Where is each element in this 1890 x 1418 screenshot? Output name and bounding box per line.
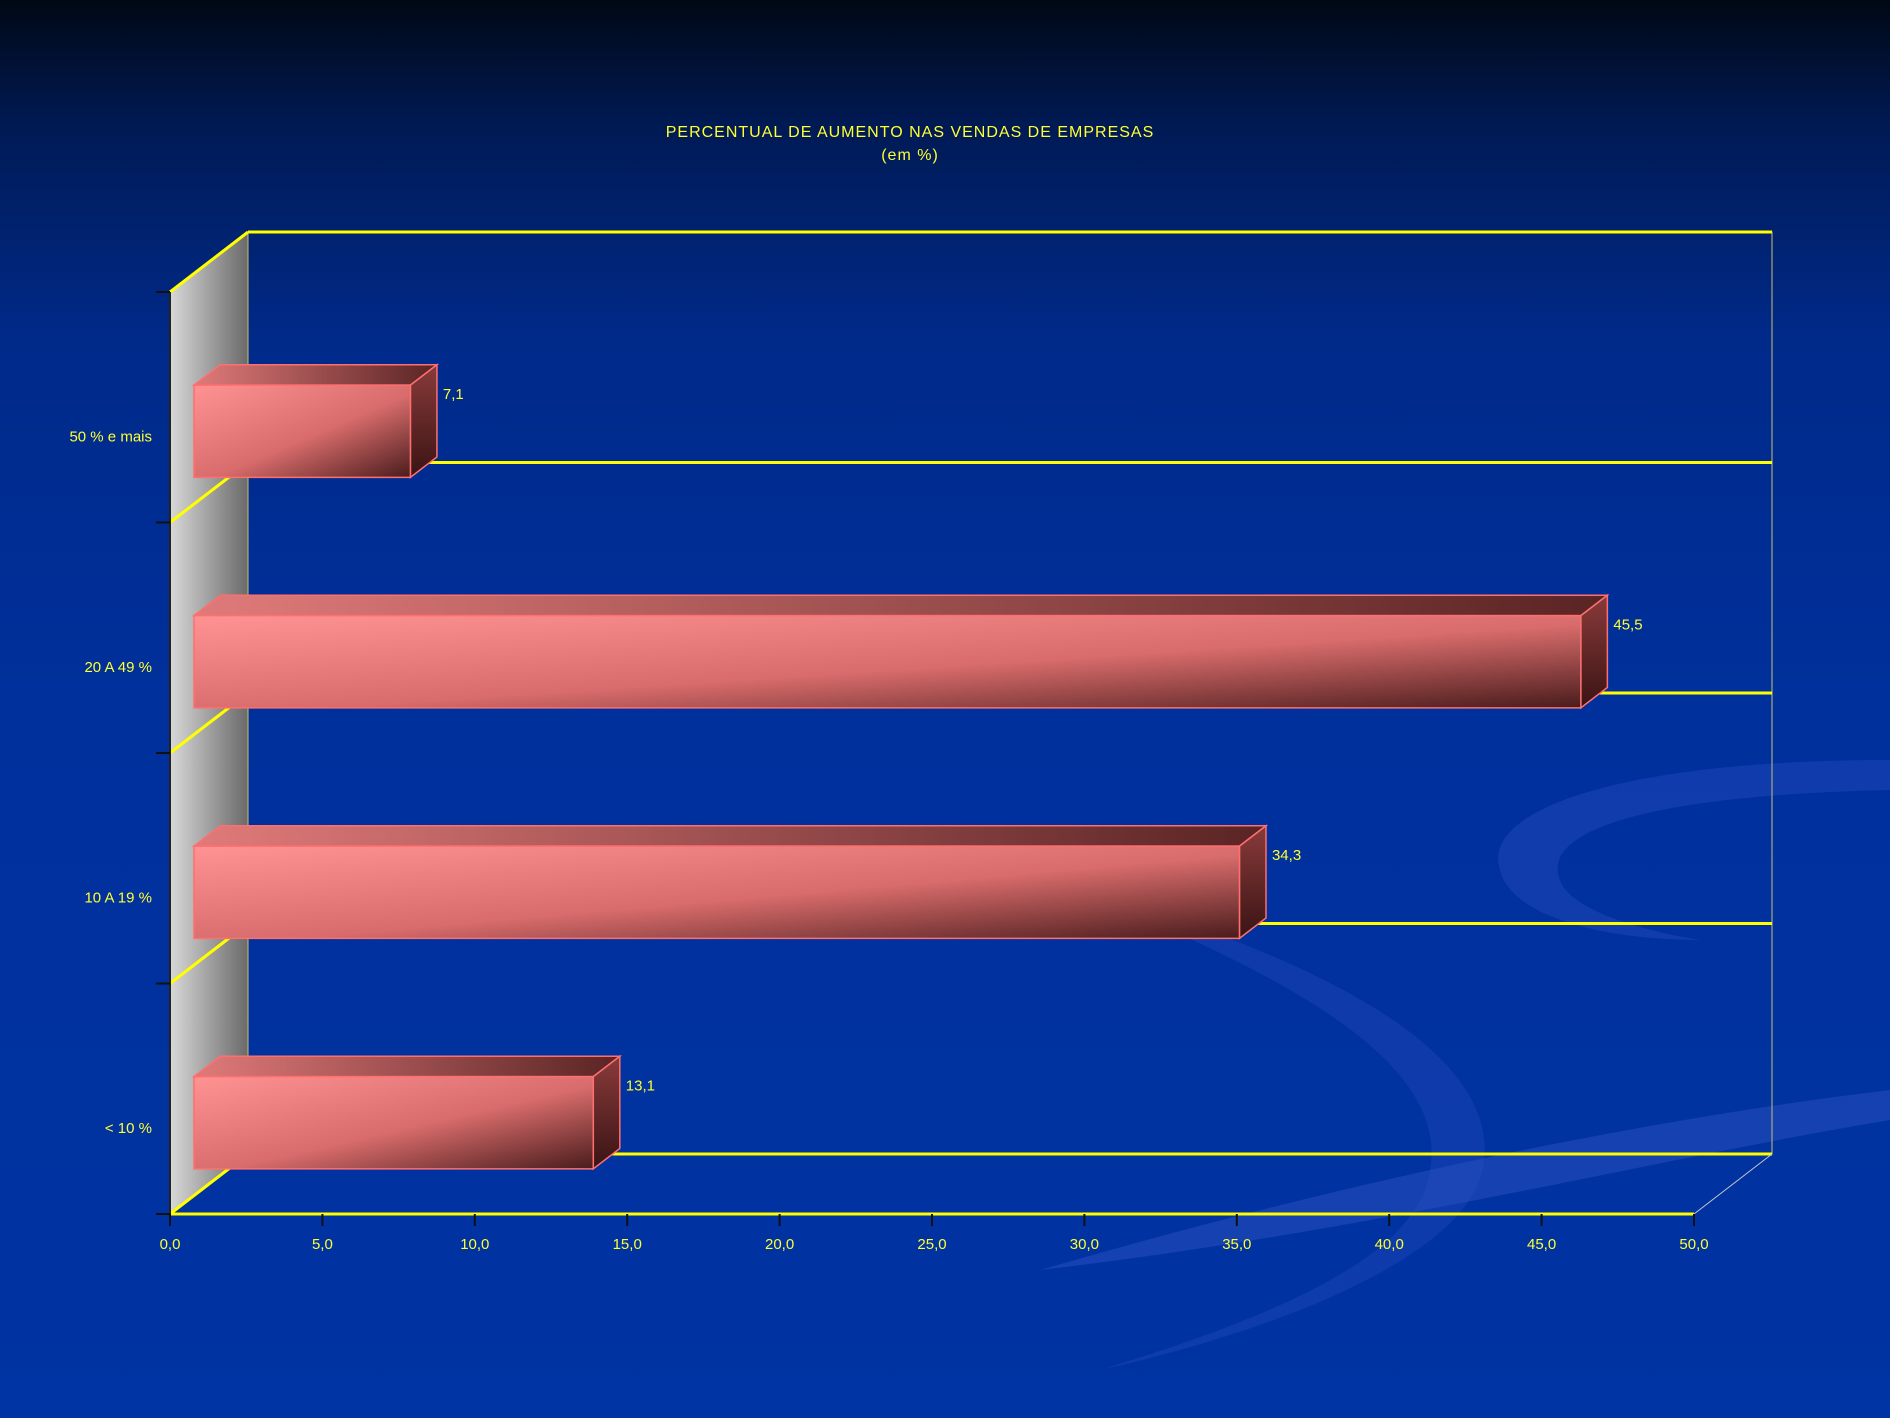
data-label: 34,3 bbox=[1272, 847, 1301, 864]
bar-top-face bbox=[191, 1055, 623, 1078]
x-tick-label: 30,0 bbox=[1070, 1236, 1099, 1253]
gridline-wall bbox=[169, 230, 249, 294]
bar bbox=[193, 1075, 595, 1170]
bar-top-face bbox=[191, 825, 1269, 847]
x-tick-label: 25,0 bbox=[917, 1236, 946, 1253]
bar-side-face bbox=[592, 1054, 621, 1171]
floor-right-edge bbox=[1693, 1153, 1773, 1215]
category-label: 50 % e mais bbox=[69, 428, 152, 445]
x-tick-label: 40,0 bbox=[1375, 1236, 1404, 1253]
x-tick-label: 10,0 bbox=[460, 1236, 489, 1253]
bar-top-face bbox=[191, 364, 440, 386]
bar-side-face bbox=[1580, 593, 1609, 710]
x-tick-label: 20,0 bbox=[765, 1236, 794, 1253]
x-tick-label: 5,0 bbox=[312, 1236, 333, 1253]
chart-title: PERCENTUAL DE AUMENTO NAS VENDAS DE EMPR… bbox=[665, 124, 1155, 141]
category-label: 10 A 19 % bbox=[84, 889, 152, 906]
bar-top-face bbox=[191, 594, 1610, 617]
bar-side-face bbox=[409, 363, 438, 479]
data-label: 7,1 bbox=[443, 386, 464, 403]
bar bbox=[193, 614, 1582, 709]
category-label: 20 A 49 % bbox=[84, 659, 152, 676]
data-label: 45,5 bbox=[1613, 616, 1642, 633]
x-tick-label: 50,0 bbox=[1679, 1236, 1708, 1253]
x-tick-label: 45,0 bbox=[1527, 1236, 1556, 1253]
bar bbox=[193, 845, 1241, 940]
x-tick-label: 35,0 bbox=[1222, 1236, 1251, 1253]
bar bbox=[193, 384, 412, 479]
x-tick-label: 15,0 bbox=[613, 1236, 642, 1253]
chart-subtitle: (em %) bbox=[881, 147, 939, 164]
data-label: 13,1 bbox=[626, 1077, 655, 1094]
bar-side-face bbox=[1238, 824, 1267, 940]
x-tick-label: 0,0 bbox=[160, 1236, 181, 1253]
category-label: < 10 % bbox=[105, 1120, 152, 1137]
